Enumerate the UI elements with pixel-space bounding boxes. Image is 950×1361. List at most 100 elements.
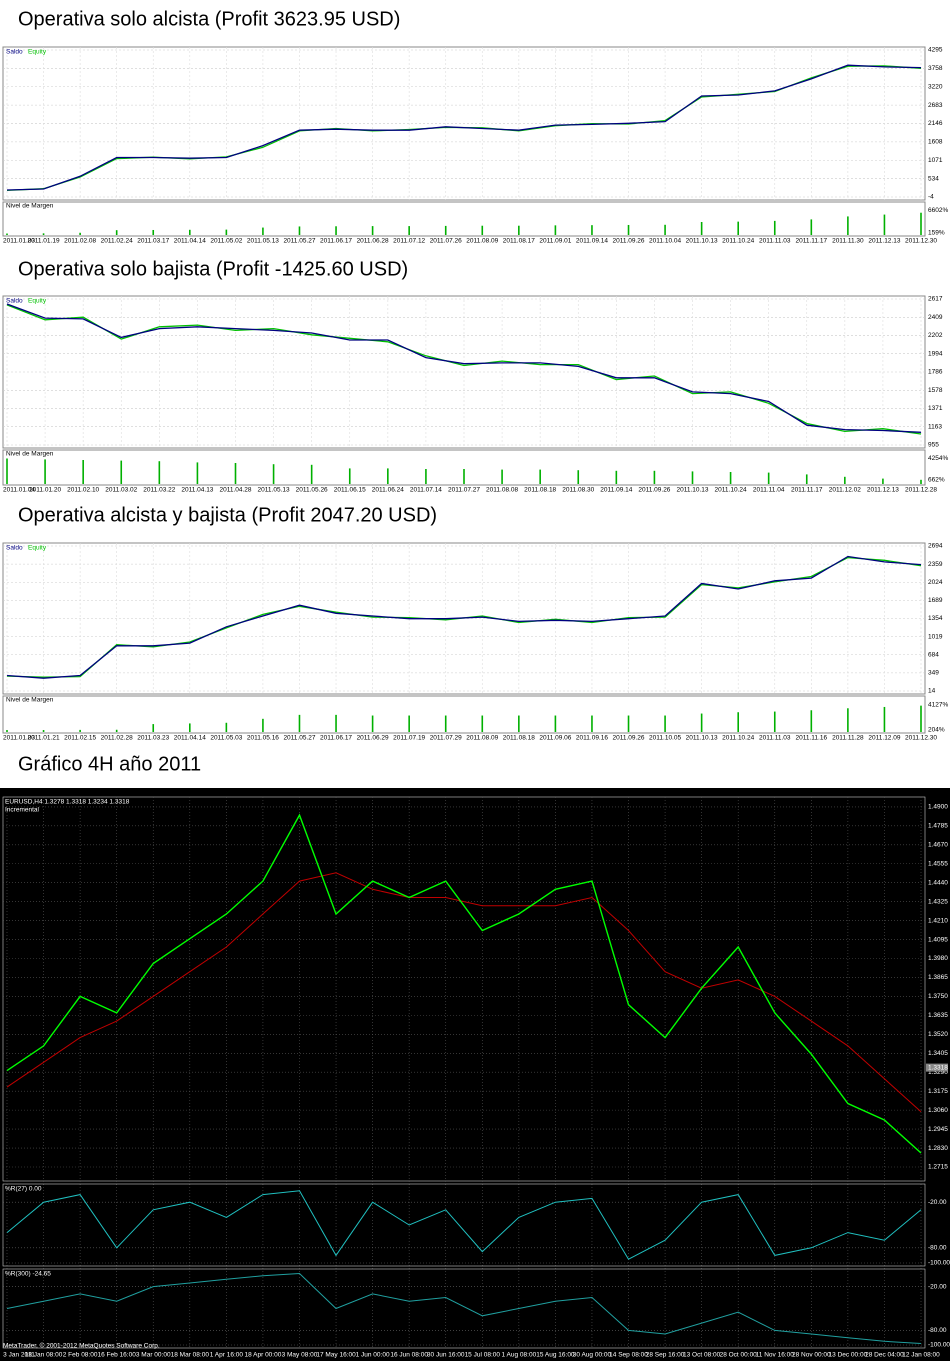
y-tick-label: 1608: [928, 139, 943, 146]
x-tick-label: 2011.11.04: [753, 487, 785, 494]
y-tick-label: 1786: [928, 369, 943, 376]
x-tick-label: 2011.05.27: [283, 238, 315, 245]
margin-bar: [501, 469, 503, 484]
x-tick-label: 16 Jun 08:00: [390, 1352, 428, 1359]
margin-bar: [44, 459, 46, 484]
x-tick-label: 30 Jun 16:00: [427, 1352, 465, 1359]
x-tick-label: 3 Mar 00:00: [136, 1352, 171, 1359]
x-tick-label: 2011.12.09: [868, 735, 900, 742]
x-tick-label: 18 Jan 08:00: [25, 1352, 63, 1359]
x-tick-label: 13 Dec 00:00: [829, 1352, 868, 1359]
margin-bar: [737, 221, 739, 235]
x-tick-label: 2011.09.01: [539, 238, 571, 245]
series-line: [6, 555, 922, 679]
margin-bar: [444, 715, 447, 732]
margin-label: Nivel de Margen: [6, 697, 54, 704]
legend-entry: Equity: [28, 49, 47, 56]
margin-bar: [152, 724, 155, 732]
margin-bar: [664, 224, 666, 235]
y-tick-label: 1994: [928, 350, 943, 357]
x-tick-label: 2011.02.24: [101, 238, 133, 245]
margin-bar: [518, 225, 520, 235]
x-tick-label: 1 Aug 08:00: [501, 1352, 536, 1359]
y-tick-label: 1.4095: [928, 936, 948, 943]
y-tick-label: 1.3750: [928, 993, 948, 1000]
margin-label: Nivel de Margen: [6, 203, 54, 210]
margin-bar: [810, 219, 813, 235]
x-tick-label: 2011.11.03: [759, 238, 791, 245]
y-tick-label: 2146: [928, 120, 943, 127]
margin-bar: [196, 462, 199, 484]
x-tick-label: 15 Jul 08:00: [465, 1352, 501, 1359]
y-tick-label: 1.3175: [928, 1088, 948, 1095]
x-tick-label: 28 Dec 04:00: [865, 1352, 904, 1359]
y-tick-label: 2359: [928, 561, 943, 568]
margin-bar: [653, 470, 656, 484]
x-tick-label: 2011.10.04: [649, 238, 681, 245]
x-tick-label: 2011.10.13: [686, 735, 718, 742]
y-tick-label: 1354: [928, 615, 943, 622]
x-tick-label: 2011.02.08: [64, 238, 96, 245]
margin-bar: [371, 226, 374, 235]
x-tick-label: 2011.06.15: [334, 487, 366, 494]
y-tick-label: 534: [928, 175, 939, 182]
last-price-label: 1.3318: [928, 1064, 948, 1071]
series-line: [6, 64, 922, 191]
x-tick-label: 2011.10.24: [715, 487, 747, 494]
margin-tick-label: 6602%: [928, 207, 948, 214]
last-price-box: [926, 1063, 948, 1072]
y-tick-label: 1019: [928, 633, 943, 640]
x-tick-label: 2011.08.09: [466, 735, 498, 742]
x-tick-label: 2011.01.03: [3, 238, 35, 245]
margin-bar: [262, 718, 264, 732]
x-tick-label: 1 Apr 16:00: [210, 1352, 244, 1359]
y-tick-label: 1689: [928, 597, 943, 604]
x-tick-label: 2011.06.29: [357, 735, 389, 742]
chart-title: Operativa solo bajista (Profit -1425.60 …: [18, 258, 408, 280]
x-tick-label: 17 May 16:00: [316, 1352, 356, 1359]
margin-bar: [554, 225, 557, 235]
y-tick-label: 955: [928, 442, 939, 449]
indicator-label: %R(27) 0.00: [5, 1186, 42, 1193]
margin-bar: [82, 460, 84, 484]
x-tick-label: 2011.06.24: [372, 487, 404, 494]
margin-bar: [189, 723, 191, 732]
margin-bar: [6, 458, 8, 484]
x-tick-label: 2011.06.17: [320, 735, 352, 742]
x-tick-label: 2011.08.30: [562, 487, 594, 494]
chart-bg: [0, 788, 950, 1361]
margin-bar: [844, 476, 846, 484]
y-tick-label: 1.4325: [928, 898, 948, 905]
indicator-label: %R(300) -24.65: [5, 1271, 51, 1278]
y-tick-label: 1.4555: [928, 860, 948, 867]
x-tick-label: 2011.11.03: [759, 735, 791, 742]
indicator-tick-label: -20.00: [928, 1283, 947, 1290]
y-tick-label: 2617: [928, 296, 943, 303]
y-tick-label: 1.3520: [928, 1031, 948, 1038]
x-tick-label: 2011.05.03: [210, 735, 242, 742]
margin-frame: [2, 201, 926, 237]
x-tick-label: 2011.11.16: [796, 735, 828, 742]
margin-bar: [115, 729, 118, 732]
price-line: [6, 872, 922, 1113]
indicator-tick-label: -100.00: [928, 1260, 950, 1267]
x-tick-label: 2011.08.09: [466, 238, 498, 245]
margin-bar: [408, 226, 410, 235]
y-tick-label: 1.4785: [928, 823, 948, 830]
margin-bar: [310, 464, 313, 484]
margin-tick-label: 662%: [928, 477, 945, 484]
margin-bar: [577, 470, 580, 484]
x-tick-label: 2011.05.13: [247, 238, 279, 245]
margin-bar: [298, 226, 301, 235]
margin-bar: [773, 220, 776, 235]
y-tick-label: 14: [928, 688, 936, 695]
x-tick-label: 2011.04.13: [181, 487, 213, 494]
y-tick-label: 1071: [928, 157, 943, 164]
margin-tick-label: 204%: [928, 727, 945, 734]
margin-bar: [425, 469, 427, 484]
x-tick-label: 2011.05.27: [283, 735, 315, 742]
indicator-tick-label: -80.00: [928, 1327, 947, 1334]
margin-bar: [481, 715, 484, 732]
y-tick-label: 1578: [928, 387, 943, 394]
y-tick-label: 2694: [928, 543, 943, 550]
